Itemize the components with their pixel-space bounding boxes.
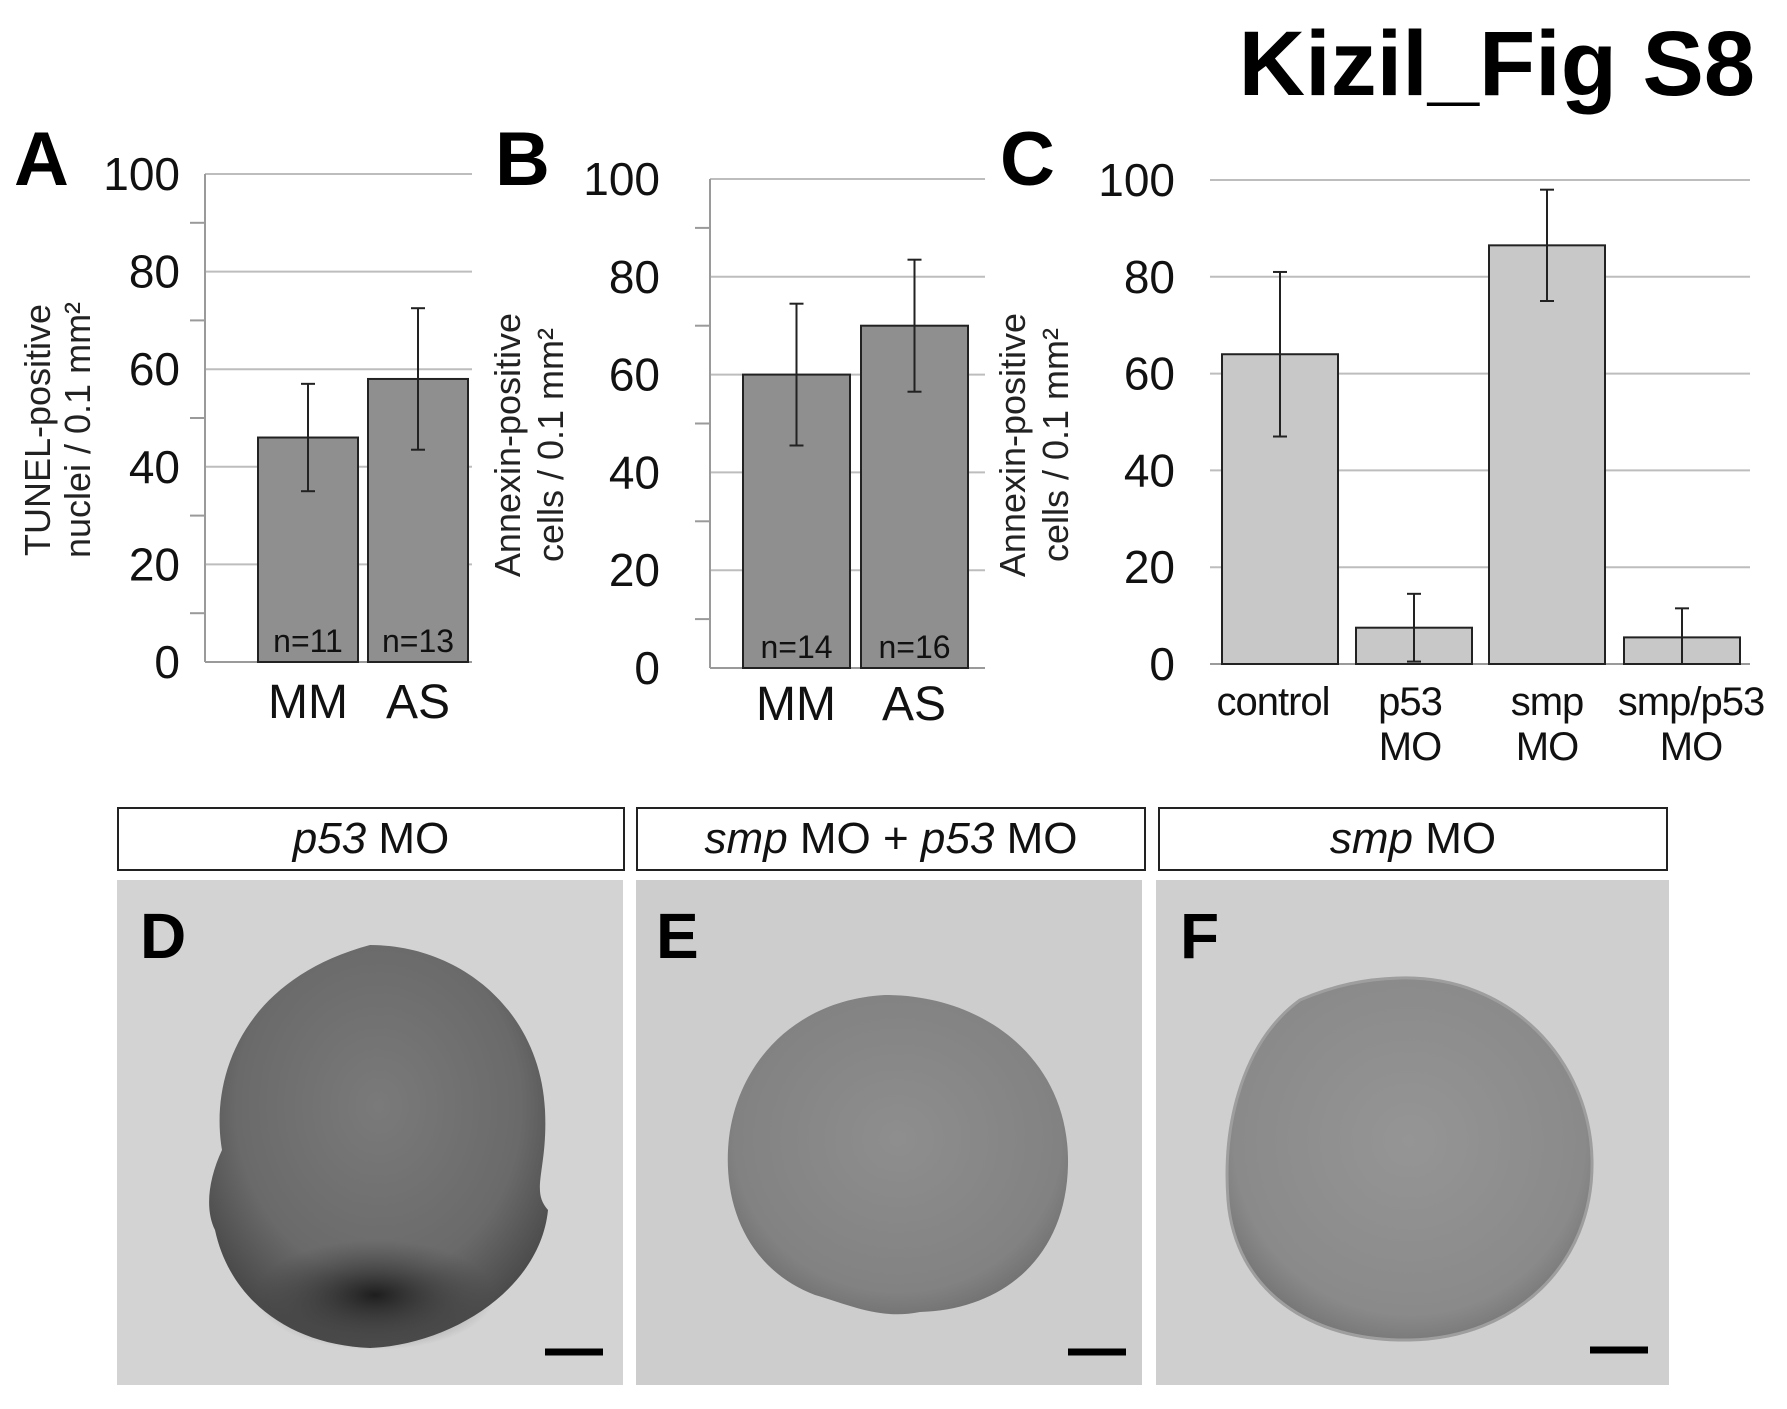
- y-tick-label: 80: [1124, 251, 1175, 303]
- y-tick-label: 60: [1124, 348, 1175, 400]
- x-category-label: MO: [1379, 725, 1441, 769]
- header-e-part-4: MO: [994, 814, 1077, 864]
- y-tick-label: 0: [154, 636, 180, 688]
- x-category-label: control: [1216, 680, 1329, 724]
- bar-n-label: n=14: [760, 629, 832, 665]
- panel-letter-d: D: [140, 900, 186, 972]
- panel-letter-e: E: [656, 900, 699, 972]
- panel-letter-f: F: [1180, 900, 1219, 972]
- y-tick-label: 20: [609, 544, 660, 596]
- y-tick-label: 40: [129, 441, 180, 493]
- chart-panel-c: C 0 20 40 60 80 100 Annexin-positive cells / 0.1…: [992, 117, 1764, 769]
- y-axis-label: cells / 0.1 mm²: [530, 328, 571, 562]
- figure-canvas: Kizil_Fig S8 A 0 20 40 60 80 100 TUNEL-positive…: [0, 0, 1787, 1409]
- micrograph-panel-d: [117, 880, 623, 1385]
- y-tick-label: 100: [103, 148, 180, 200]
- y-tick-label: 20: [1124, 541, 1175, 593]
- micrograph-panel-f: [1156, 880, 1669, 1385]
- embryo-shape: [728, 995, 1068, 1314]
- figure-title: Kizil_Fig S8: [1239, 13, 1755, 115]
- y-tick-label: 80: [609, 251, 660, 303]
- x-category-label: p53: [1378, 680, 1442, 724]
- panel-header-e: smp MO + p53 MO: [636, 807, 1146, 871]
- bar-n-label: n=11: [273, 623, 343, 659]
- header-d-part-2: MO: [366, 814, 449, 864]
- y-tick-label: 100: [1098, 154, 1175, 206]
- y-tick-label: 0: [634, 642, 660, 694]
- x-category-label: smp/p53: [1618, 680, 1764, 724]
- x-category-label: MM: [756, 678, 836, 731]
- x-category-label: MO: [1660, 725, 1722, 769]
- header-e-part-3: p53: [921, 814, 994, 864]
- x-category-label: MM: [268, 676, 348, 729]
- embryo-shape: [1227, 978, 1592, 1340]
- x-category-label: AS: [882, 678, 946, 731]
- y-tick-label: 60: [129, 343, 180, 395]
- chart-panel-a: A 0 20 40 60 80 100 TUNEL-positive nuclei / 0.1 …: [14, 117, 472, 729]
- header-f-part-1: smp: [1330, 814, 1413, 864]
- x-category-label: MO: [1516, 725, 1578, 769]
- panel-header-d: p53 MO: [117, 807, 625, 871]
- bar-n-label: n=13: [382, 623, 454, 659]
- header-e-part-1: smp: [705, 814, 788, 864]
- y-axis-label: TUNEL-positive: [17, 304, 58, 556]
- y-tick-label: 80: [129, 246, 180, 298]
- y-tick-label: 60: [609, 349, 660, 401]
- y-tick-label: 40: [609, 446, 660, 498]
- panel-letter: C: [1000, 117, 1055, 202]
- x-category-label: smp: [1511, 680, 1584, 724]
- panel-letter: A: [14, 117, 69, 202]
- header-e-part-2: MO +: [788, 814, 921, 864]
- bar: [1489, 245, 1605, 664]
- header-d-part-1: p53: [293, 814, 366, 864]
- y-axis-label: cells / 0.1 mm²: [1035, 328, 1076, 562]
- embryo-dark-region: [255, 1240, 495, 1350]
- panel-header-f: smp MO: [1158, 807, 1668, 871]
- y-tick-label: 0: [1149, 638, 1175, 690]
- header-f-part-2: MO: [1413, 814, 1496, 864]
- y-tick-label: 40: [1124, 444, 1175, 496]
- y-axis-label: Annexin-positive: [487, 313, 528, 577]
- micrograph-panel-e: [636, 880, 1142, 1385]
- panel-letter: B: [495, 117, 550, 202]
- chart-panel-b: B 0 20 40 60 80 100 Annexin-positive cells / 0.1…: [487, 117, 985, 731]
- y-tick-label: 20: [129, 538, 180, 590]
- y-tick-label: 100: [583, 153, 660, 205]
- bar-n-label: n=16: [878, 629, 950, 665]
- y-axis-label: nuclei / 0.1 mm²: [57, 302, 98, 558]
- x-category-label: AS: [386, 676, 450, 729]
- y-axis-label: Annexin-positive: [992, 313, 1033, 577]
